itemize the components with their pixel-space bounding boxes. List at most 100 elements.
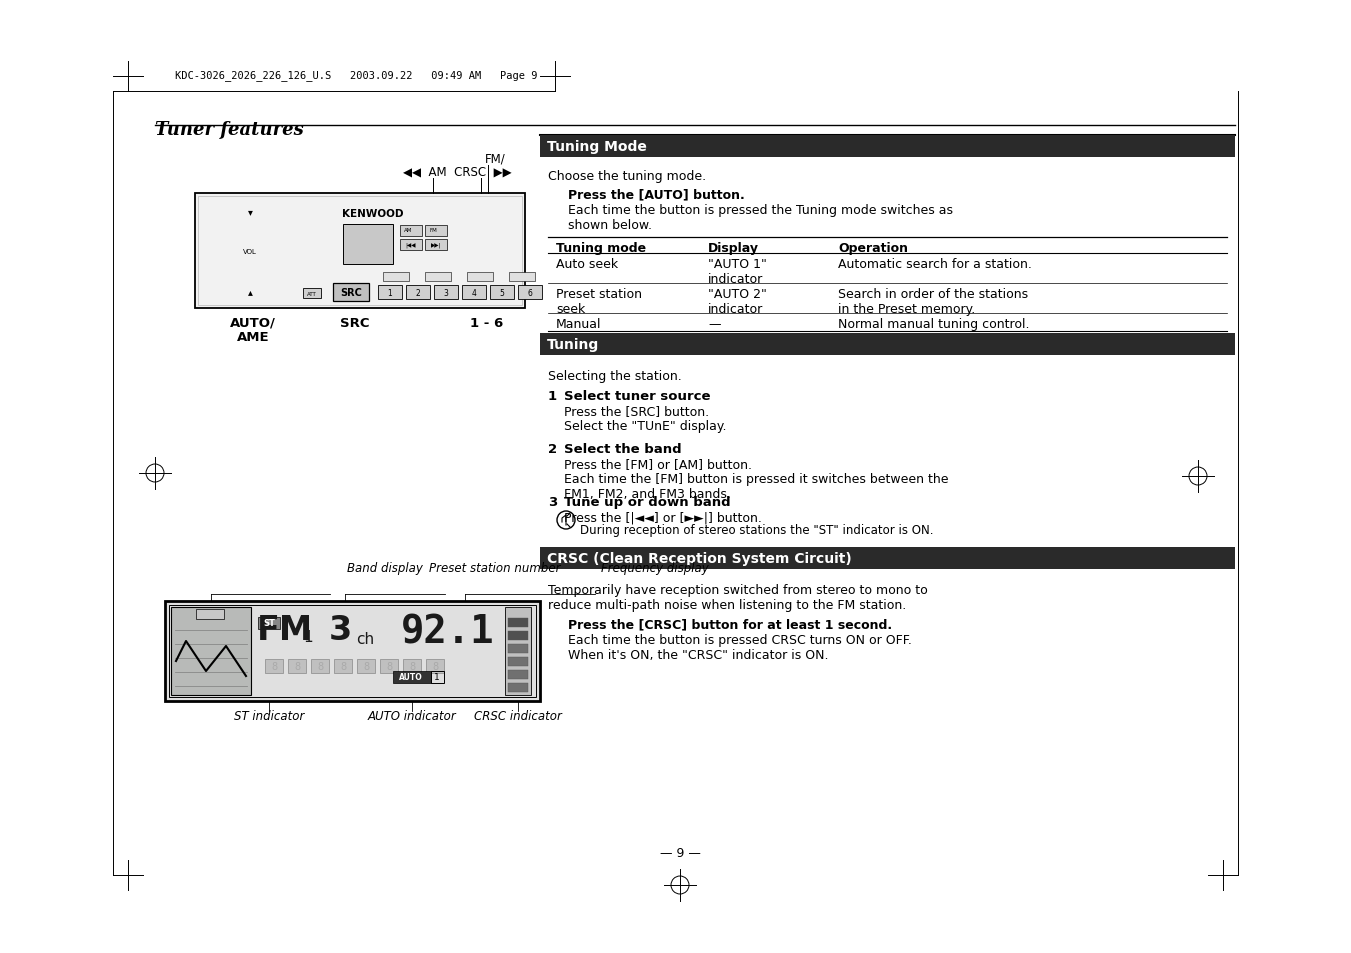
Bar	[508, 631, 528, 640]
Circle shape	[232, 233, 267, 270]
Bar	[508, 658, 528, 666]
Text: CRSC indicator: CRSC indicator	[474, 709, 562, 722]
Bar	[334, 659, 353, 673]
Circle shape	[323, 266, 327, 272]
Bar	[199, 196, 521, 306]
Circle shape	[218, 220, 282, 284]
Text: "AUTO 1"
indicator: "AUTO 1" indicator	[708, 257, 767, 286]
Text: KDC-3026_2026_226_126_U.S   2003.09.22   09:49 AM   Page 9: KDC-3026_2026_226_126_U.S 2003.09.22 09:…	[176, 71, 538, 81]
Bar	[508, 644, 528, 654]
Text: Band display: Band display	[347, 561, 423, 575]
Bar	[508, 670, 528, 679]
Bar	[431, 671, 444, 683]
Text: Normal manual tuning control.: Normal manual tuning control.	[838, 317, 1029, 331]
Text: CRSC (Clean Reception System Circuit): CRSC (Clean Reception System Circuit)	[547, 552, 851, 565]
Bar	[540, 334, 1235, 355]
Text: ▴: ▴	[247, 287, 253, 296]
Text: Preset station number: Preset station number	[430, 561, 561, 575]
Text: ◀◀  AM  CRSC  ▶▶: ◀◀ AM CRSC ▶▶	[403, 166, 511, 179]
Text: ATT: ATT	[307, 292, 317, 296]
Text: 3: 3	[549, 496, 557, 509]
Text: 1: 1	[549, 390, 557, 402]
Text: 1: 1	[388, 288, 392, 297]
Text: During reception of stereo stations the "ST" indicator is ON.: During reception of stereo stations the …	[580, 523, 934, 537]
Text: 8: 8	[409, 661, 415, 671]
Text: Press the [FM] or [AM] button.: Press the [FM] or [AM] button.	[563, 457, 753, 471]
Text: AME: AME	[236, 331, 269, 344]
Text: 2: 2	[549, 442, 557, 456]
Text: FM: FM	[430, 229, 436, 233]
Text: 1: 1	[303, 630, 313, 645]
Text: FM: FM	[257, 613, 313, 646]
Bar	[382, 273, 409, 282]
Text: Select the band: Select the band	[563, 442, 682, 456]
Bar	[540, 136, 1235, 158]
Text: ▾: ▾	[247, 207, 253, 216]
Bar	[540, 547, 1235, 569]
Text: Tuning Mode: Tuning Mode	[547, 140, 647, 153]
Text: 8: 8	[386, 661, 392, 671]
Bar	[357, 659, 376, 673]
Bar	[265, 659, 282, 673]
Text: 8: 8	[272, 661, 277, 671]
Circle shape	[203, 204, 299, 299]
Text: Tuning mode: Tuning mode	[557, 242, 646, 254]
Text: 8: 8	[363, 661, 369, 671]
Text: 8: 8	[317, 661, 323, 671]
Text: 8: 8	[295, 661, 300, 671]
Bar	[378, 286, 403, 299]
Text: 92.1: 92.1	[401, 613, 494, 650]
Bar	[172, 607, 251, 696]
Text: VOL: VOL	[243, 249, 257, 254]
Bar	[508, 618, 528, 627]
Text: 6: 6	[527, 288, 532, 297]
Text: Tuner features: Tuner features	[155, 121, 304, 139]
Text: 3: 3	[443, 288, 449, 297]
Circle shape	[326, 291, 331, 296]
Text: Press the [|◄◄] or [►►|] button.: Press the [|◄◄] or [►►|] button.	[563, 511, 762, 523]
Bar	[426, 659, 444, 673]
Bar	[165, 601, 540, 701]
Text: AM: AM	[404, 229, 412, 233]
Bar	[508, 683, 528, 692]
Bar	[509, 273, 535, 282]
Text: Press the [SRC] button.: Press the [SRC] button.	[563, 405, 709, 417]
Bar	[311, 659, 330, 673]
Bar	[196, 609, 224, 619]
Text: SRC: SRC	[340, 288, 362, 297]
Bar	[467, 273, 493, 282]
Bar	[490, 286, 513, 299]
Text: Each time the button is pressed the Tuning mode switches as
shown below.: Each time the button is pressed the Tuni…	[567, 204, 952, 232]
Text: FM/: FM/	[485, 152, 505, 165]
Bar	[258, 618, 280, 629]
Text: 2: 2	[416, 288, 420, 297]
Text: AUTO indicator: AUTO indicator	[367, 709, 457, 722]
Text: Press the [CRSC] button for at least 1 second.: Press the [CRSC] button for at least 1 s…	[567, 618, 892, 630]
Bar	[400, 240, 422, 251]
Text: 4: 4	[471, 288, 477, 297]
Text: AUTO/: AUTO/	[230, 316, 276, 330]
Text: ST indicator: ST indicator	[234, 709, 304, 722]
Text: Automatic search for a station.: Automatic search for a station.	[838, 257, 1032, 271]
Text: |◀◀: |◀◀	[405, 242, 416, 248]
Text: ▶▶|: ▶▶|	[431, 242, 442, 248]
Text: Manual: Manual	[557, 317, 601, 331]
Bar	[195, 193, 526, 309]
Bar	[517, 286, 542, 299]
Text: —: —	[708, 317, 720, 331]
Bar	[288, 659, 305, 673]
Bar	[343, 225, 393, 265]
Text: 8: 8	[432, 661, 438, 671]
Text: Operation: Operation	[838, 242, 908, 254]
Text: Press the [AUTO] button.: Press the [AUTO] button.	[567, 188, 744, 201]
Text: ST: ST	[263, 618, 276, 628]
Bar	[426, 226, 447, 236]
Text: "AUTO 2"
indicator: "AUTO 2" indicator	[708, 288, 767, 315]
Bar	[426, 240, 447, 251]
Bar	[407, 286, 430, 299]
Bar	[303, 289, 322, 298]
Bar	[434, 286, 458, 299]
Bar	[380, 659, 399, 673]
Text: Selecting the station.: Selecting the station.	[549, 370, 682, 382]
Circle shape	[245, 246, 255, 257]
